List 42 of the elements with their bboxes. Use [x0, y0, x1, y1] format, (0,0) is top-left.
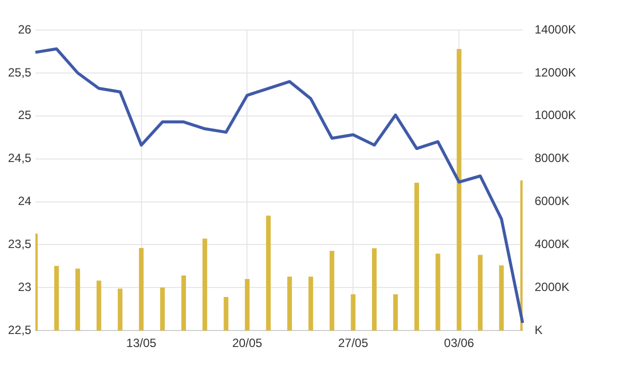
x-tick-label: 03/06: [444, 336, 474, 350]
bar: [202, 238, 208, 331]
y2-tick-label: 10000K: [534, 108, 576, 122]
y2-tick-label: 2000K: [534, 280, 570, 294]
bar: [372, 248, 377, 331]
bar: [244, 278, 250, 331]
bar: [414, 182, 420, 331]
bar: [308, 276, 314, 331]
bar: [499, 265, 504, 331]
x-tick-label: 20/05: [232, 336, 263, 350]
bar: [160, 288, 165, 331]
bar: [54, 266, 59, 331]
y2-tick-label: 6000K: [534, 194, 570, 208]
bar: [287, 276, 292, 331]
x-tick-label: 27/05: [338, 336, 368, 350]
bar: [118, 288, 122, 331]
bar: [478, 254, 483, 331]
bar: [393, 294, 398, 331]
y-tick-label: 23: [18, 280, 32, 294]
y-tick-label: 24,5: [8, 151, 32, 166]
y2-tick-label: 12000K: [534, 65, 576, 80]
y-tick-label: 22,5: [8, 322, 32, 337]
y-tick-label: 23,5: [8, 237, 32, 252]
y2-tick-label: K: [534, 322, 543, 337]
bar: [350, 294, 356, 331]
bar: [266, 216, 271, 331]
y2-tick-label: 14000K: [534, 22, 576, 36]
y-tick-label: 24: [18, 194, 32, 208]
bar: [456, 48, 462, 331]
x-tick-label: 13/05: [126, 336, 157, 350]
bar: [138, 248, 144, 331]
bar: [436, 254, 440, 331]
y-tick-label: 26: [18, 22, 32, 36]
bar: [181, 276, 186, 331]
y-tick-label: 25,5: [8, 65, 32, 80]
y2-tick-label: 8000K: [534, 151, 570, 166]
bar: [330, 250, 334, 331]
bar: [224, 296, 228, 331]
y-tick-label: 25: [18, 108, 32, 122]
bar: [75, 268, 80, 331]
bar: [96, 280, 102, 331]
y2-tick-label: 4000K: [534, 237, 570, 252]
